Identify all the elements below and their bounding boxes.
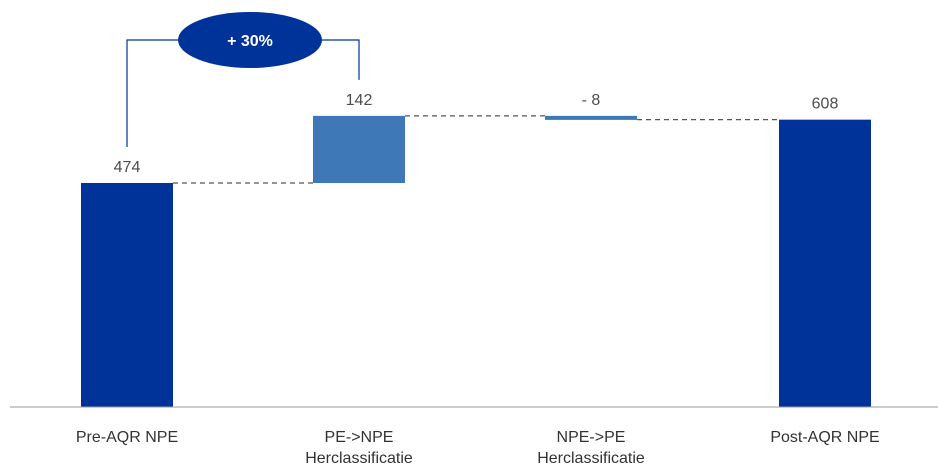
bar-1: [313, 115, 405, 183]
bar-0: [81, 182, 173, 407]
category-label-1: PE->NPE Herclassificatie: [305, 429, 413, 467]
bar-3: [779, 119, 871, 407]
value-labels: 474 142 - 8 608: [114, 92, 839, 176]
category-label-3: Post-AQR NPE: [770, 429, 879, 446]
category-label-0: Pre-AQR NPE: [76, 429, 178, 446]
bars: [81, 115, 871, 407]
growth-annotation: + 30%: [126, 12, 360, 147]
bar-2: [545, 115, 637, 120]
connector-lines: [173, 115, 779, 184]
value-label-2: - 8: [582, 92, 601, 109]
growth-badge: [178, 12, 322, 68]
value-label-0: 474: [114, 159, 141, 176]
value-label-1: 142: [346, 92, 373, 109]
growth-badge-text: + 30%: [227, 33, 273, 50]
category-label-2: NPE->PE Herclassificatie: [537, 429, 645, 467]
value-label-3: 608: [812, 96, 839, 113]
category-labels: Pre-AQR NPE PE->NPE Herclassificatie NPE->P…: [76, 429, 880, 467]
